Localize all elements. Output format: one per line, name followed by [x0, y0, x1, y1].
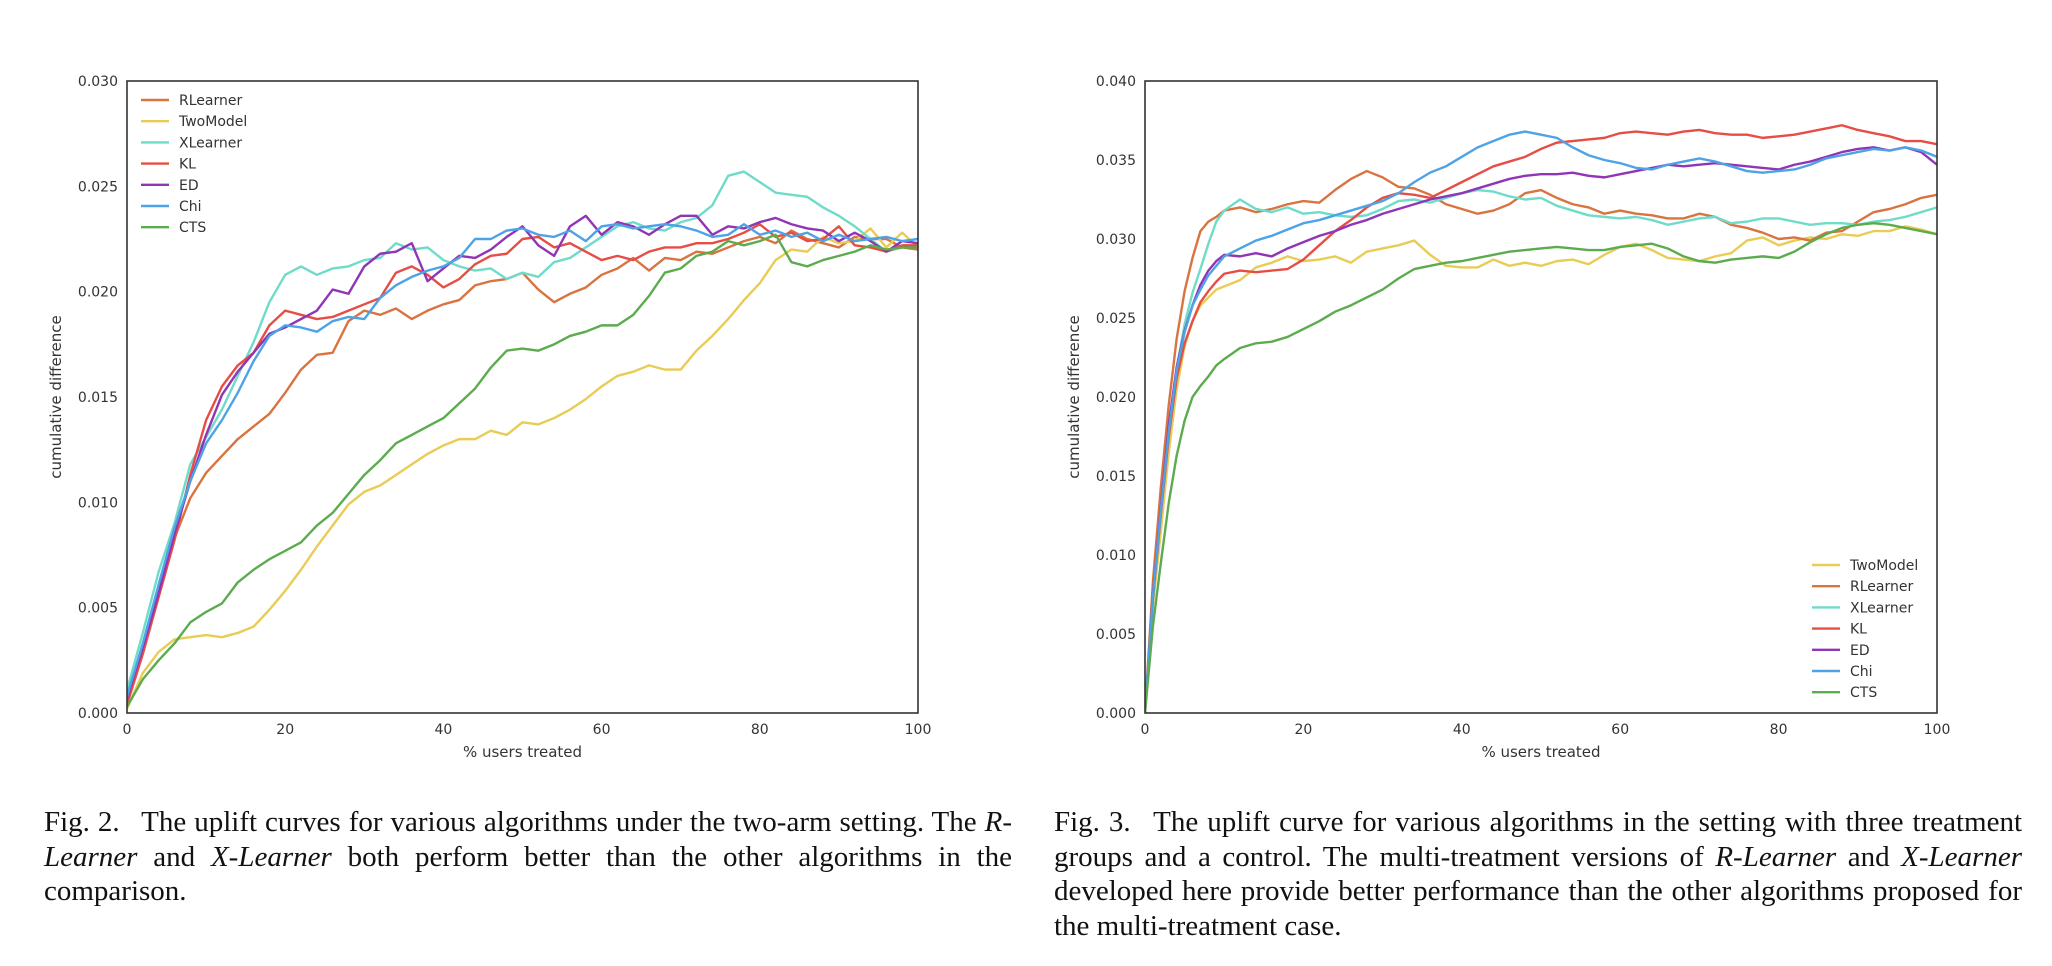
caption-text: The uplift curve for various algorithms … [1054, 806, 2023, 873]
legend-label: TwoModel [178, 114, 247, 130]
y-axis-label: cumulative difference [1065, 315, 1083, 478]
y-tick-label: 0.025 [1096, 311, 1136, 327]
caption-emphasis: X-Learner [1901, 840, 2022, 873]
figure-2-uplift-chart: 0.000 0.005 0.010 0.015 0.020 0.025 0.030 0 20 40… [47, 74, 932, 761]
legend-label: XLearner [1850, 600, 1913, 616]
figure-3-caption-label: Fig. 3. [1054, 806, 1131, 838]
plot-frame [1144, 80, 1938, 714]
caption-text: both perform better than the other algor… [44, 840, 1012, 908]
legend: TwoModel RLearner XLearner KL ED Chi CTS [1812, 558, 1918, 701]
y-tick-label: 0.030 [1096, 232, 1136, 248]
series-line-ed [1145, 146, 1937, 713]
caption-emphasis: R-Learner [1715, 840, 1837, 873]
series-line-xlearner [127, 170, 918, 692]
x-tick-label: 80 [1770, 722, 1788, 738]
legend-label: KL [179, 157, 196, 173]
plot-frame [126, 80, 919, 714]
caption-emphasis: R-Learner [44, 806, 1013, 873]
series-line-ed [127, 214, 918, 700]
series-line-kl [1145, 124, 1937, 713]
x-tick-label: 100 [905, 722, 932, 738]
y-tick-label: 0.020 [1096, 390, 1136, 406]
legend-label: TwoModel [1849, 558, 1918, 574]
caption-emphasis: X-Learner [210, 840, 332, 873]
series-line-twomodel [1145, 225, 1937, 713]
series-line-twomodel [127, 227, 918, 710]
x-tick-label: 40 [1453, 722, 1471, 738]
y-tick-label: 0.015 [1096, 469, 1136, 485]
series-group [1145, 124, 1937, 713]
legend-label: KL [1850, 622, 1867, 638]
figure-3-caption: Fig. 3. The uplift curve for various alg… [1054, 805, 2022, 943]
y-tick-label: 0.005 [1096, 627, 1136, 643]
caption-text: and [1836, 840, 1902, 873]
y-tick-label: 0.020 [78, 285, 118, 301]
x-axis-label: % users treated [463, 743, 582, 761]
series-line-chi [1145, 130, 1937, 713]
series-line-chi [127, 223, 918, 698]
legend-label: CTS [1850, 685, 1877, 701]
x-tick-label: 20 [1294, 722, 1312, 738]
caption-text: developed here provide better performanc… [1054, 875, 2022, 942]
y-tick-label: 0.010 [78, 495, 118, 511]
legend-label: ED [1850, 643, 1870, 659]
legend-label: CTS [179, 220, 206, 236]
y-tick-label: 0.000 [78, 706, 118, 722]
y-axis-label: cumulative difference [47, 315, 65, 478]
series-line-cts [127, 233, 918, 708]
legend-label: Chi [1850, 664, 1873, 680]
y-tick-label: 0.025 [78, 179, 118, 195]
y-tick-label: 0.000 [1096, 706, 1136, 722]
x-tick-label: 0 [1141, 722, 1150, 738]
legend: RLearner TwoModel XLearner KL ED Chi CTS [141, 93, 247, 236]
legend-label: ED [179, 178, 199, 194]
x-tick-label: 20 [276, 722, 294, 738]
y-tick-label: 0.035 [1096, 153, 1136, 169]
series-line-xlearner [1145, 188, 1937, 713]
x-tick-label: 80 [751, 722, 769, 738]
figure-2-caption: Fig. 2. The uplift curves for various al… [44, 805, 1012, 909]
legend-label: RLearner [179, 93, 242, 109]
legend-label: XLearner [179, 135, 242, 151]
series-group [127, 170, 918, 710]
x-axis-label: % users treated [1481, 743, 1600, 761]
y-tick-label: 0.010 [1096, 548, 1136, 564]
caption-text: and [137, 840, 211, 873]
y-tick-label: 0.040 [1096, 74, 1136, 90]
legend-label: Chi [179, 199, 202, 215]
figure-3-uplift-chart: 0.000 0.005 0.010 0.015 0.020 0.025 0.030 0.035… [1065, 74, 1951, 761]
x-tick-label: 60 [1611, 722, 1629, 738]
y-tick-label: 0.015 [78, 390, 118, 406]
series-line-kl [127, 223, 918, 706]
legend-label: RLearner [1850, 579, 1913, 595]
series-line-rlearner [1145, 169, 1937, 713]
x-tick-label: 0 [123, 722, 132, 738]
x-tick-label: 40 [434, 722, 452, 738]
series-line-cts [1145, 221, 1937, 713]
x-tick-label: 100 [1924, 722, 1951, 738]
y-tick-label: 0.005 [78, 601, 118, 617]
figure-2-caption-label: Fig. 2. [44, 806, 120, 838]
x-tick-label: 60 [593, 722, 611, 738]
caption-text: The uplift curves for various algorithms… [141, 806, 985, 838]
y-tick-label: 0.030 [78, 74, 118, 90]
